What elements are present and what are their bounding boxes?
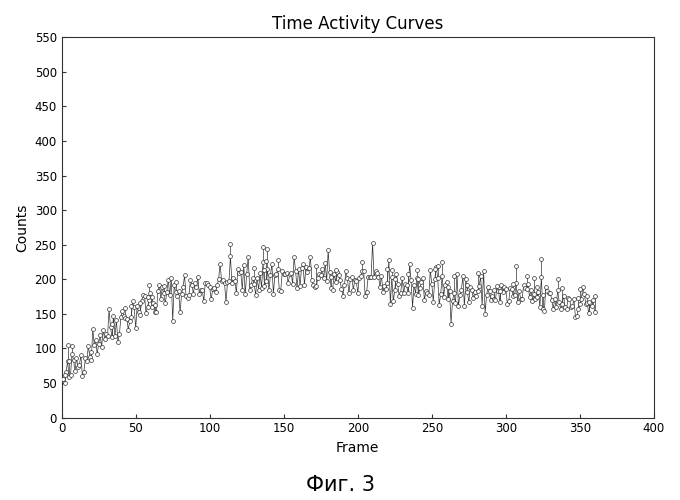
Title: Time Activity Curves: Time Activity Curves (272, 15, 443, 33)
Y-axis label: Counts: Counts (15, 204, 29, 252)
Text: Фиг. 3: Фиг. 3 (305, 475, 375, 495)
X-axis label: Frame: Frame (336, 441, 379, 455)
